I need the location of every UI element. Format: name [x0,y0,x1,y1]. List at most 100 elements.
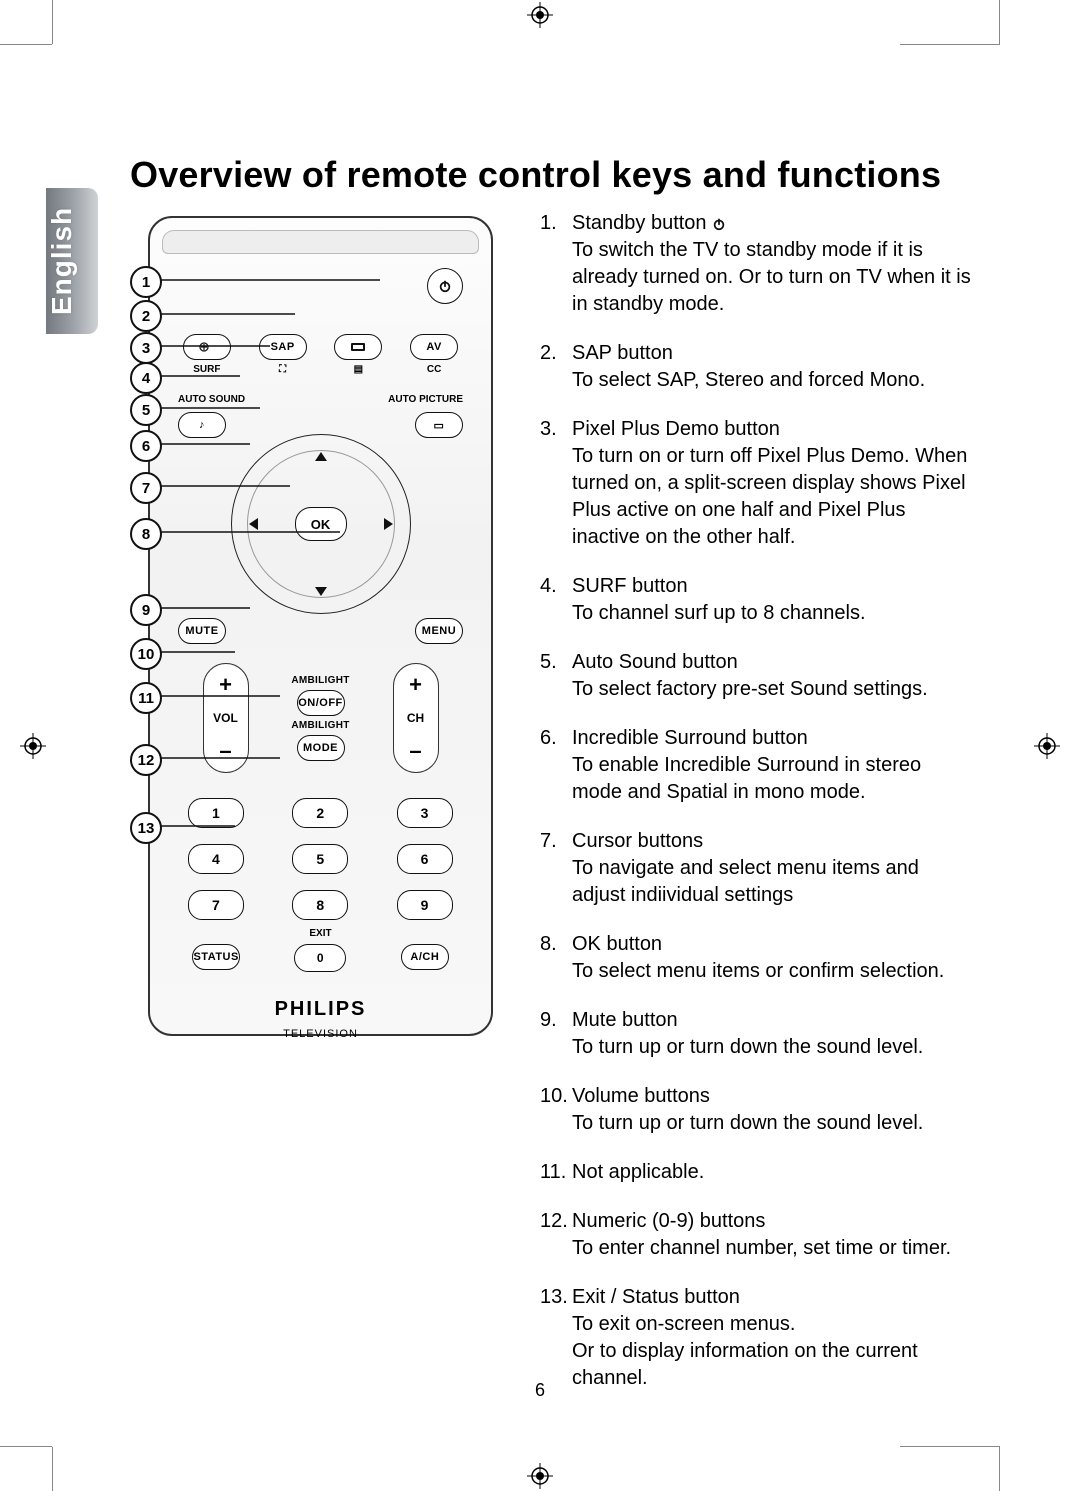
cc-label: CC [427,364,441,375]
item-title: Volume buttons [572,1083,972,1110]
manual-page: English Overview of remote control keys … [0,0,1080,1491]
item-text: To switch the TV to standby mode if it i… [572,237,972,318]
item-title: Incredible Surround button [572,725,972,752]
item-text: To turn up or turn down the sound level. [572,1110,972,1137]
status-button: STATUS [192,944,240,970]
description-list: 1.Standby button To switch the TV to sta… [540,210,980,1392]
power-icon [712,217,726,231]
item-number: 5. [540,649,572,676]
auto-picture-label: AUTO PICTURE [388,394,463,405]
item-number: 9. [540,1007,572,1034]
exit-label: EXIT [309,928,331,939]
registration-mark-icon [1034,733,1060,759]
key-8: 8 [292,890,348,920]
key-9: 9 [397,890,453,920]
item-number: 3. [540,416,572,443]
registration-mark-icon [527,1463,553,1489]
crop-mark [999,0,1000,44]
item-text: To enter channel number, set time or tim… [572,1235,972,1262]
mute-button: MUTE [178,618,226,644]
dpad: OK [231,434,411,614]
item-title: Not applicable. [572,1159,972,1186]
key-5: 5 [292,844,348,874]
list-item: 2.SAP buttonTo select SAP, Stereo and fo… [540,340,980,394]
surf-label: SURF [193,364,220,375]
numeric-keypad: 1 2 3 4 5 6 7 8 9 [178,798,463,920]
item-text: To navigate and select menu items and ad… [572,855,972,909]
key-6: 6 [397,844,453,874]
item-number: 2. [540,340,572,367]
teletext-icon: ▤ [354,364,363,375]
pixel-plus-button-icon [183,334,231,360]
item-text: To turn on or turn off Pixel Plus Demo. … [572,443,972,551]
cursor-up-icon [315,452,327,461]
brand-subtitle: TELEVISION [178,1028,463,1040]
item-body: SURF buttonTo channel surf up to 8 chann… [572,573,972,627]
item-title: Pixel Plus Demo button [572,416,972,443]
item-body: Not applicable. [572,1159,972,1186]
item-title: Exit / Status button [572,1284,972,1311]
item-number: 6. [540,725,572,752]
item-number: 4. [540,573,572,600]
item-text: To channel surf up to 8 channels. [572,600,972,627]
item-number: 8. [540,931,572,958]
item-title: Auto Sound button [572,649,972,676]
list-item: 4.SURF buttonTo channel surf up to 8 cha… [540,573,980,627]
crop-mark [52,1447,53,1491]
list-item: 11.Not applicable. [540,1159,980,1186]
picture-mode-button-icon: ▭ [415,412,463,438]
key-4: 4 [188,844,244,874]
item-title: OK button [572,931,972,958]
key-1: 1 [188,798,244,828]
item-body: Mute buttonTo turn up or turn down the s… [572,1007,972,1061]
key-2: 2 [292,798,348,828]
item-title: Standby button [572,210,972,237]
item-title: SAP button [572,340,972,367]
registration-mark-icon [20,733,46,759]
language-tab: English [46,188,98,334]
item-number: 12. [540,1208,572,1235]
key-7: 7 [188,890,244,920]
menu-button: MENU [415,618,463,644]
item-number: 13. [540,1284,572,1311]
list-item: 5.Auto Sound buttonTo select factory pre… [540,649,980,703]
item-number: 7. [540,828,572,855]
key-0: 0 [294,944,346,972]
crop-mark [52,0,53,44]
auto-sound-label: AUTO SOUND [178,394,245,405]
ach-button: A/CH [401,944,449,970]
page-number: 6 [0,1380,1080,1401]
item-title: Numeric (0-9) buttons [572,1208,972,1235]
volume-rocker: + VOL – [203,663,249,773]
crop-mark [0,1446,52,1447]
key-3: 3 [397,798,453,828]
list-item: 10.Volume buttonsTo turn up or turn down… [540,1083,980,1137]
power-button-icon [427,268,463,304]
sound-mode-button-icon: ♪ [178,412,226,438]
item-text: To turn up or turn down the sound level. [572,1034,972,1061]
item-title: Cursor buttons [572,828,972,855]
expand-icon: ⛶ [279,364,286,375]
item-body: Cursor buttonsTo navigate and select men… [572,828,972,909]
cursor-down-icon [315,587,327,596]
remote-illustration: SAP AV SURF ⛶ ▤ CC AUTO SOUND AUTO PICTU… [148,216,498,1041]
list-item: 12.Numeric (0-9) buttonsTo enter channel… [540,1208,980,1262]
page-title: Overview of remote control keys and func… [130,154,941,196]
ambilight-onoff-button: ON/OFF [297,690,345,716]
list-item: 7.Cursor buttonsTo navigate and select m… [540,828,980,909]
item-title: Mute button [572,1007,972,1034]
ambilight-mode-button: MODE [297,735,345,761]
item-body: Volume buttonsTo turn up or turn down th… [572,1083,972,1137]
format-button-icon [334,334,382,360]
item-body: Incredible Surround buttonTo enable Incr… [572,725,972,806]
item-title: SURF button [572,573,972,600]
list-item: 8.OK buttonTo select menu items or confi… [540,931,980,985]
item-text: To select factory pre-set Sound settings… [572,676,972,703]
crop-mark [900,1446,1000,1447]
item-number: 11. [540,1159,572,1186]
item-body: OK buttonTo select menu items or confirm… [572,931,972,985]
item-body: Exit / Status buttonTo exit on-screen me… [572,1284,972,1392]
item-text: To enable Incredible Surround in stereo … [572,752,972,806]
av-button: AV [410,334,458,360]
ok-button: OK [295,507,347,541]
